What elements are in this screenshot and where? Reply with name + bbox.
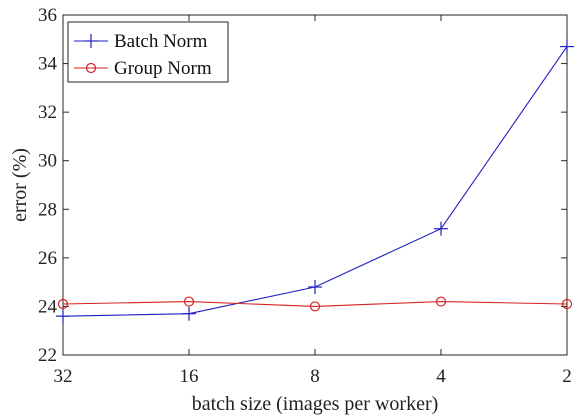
- y-tick-label: 36: [38, 5, 57, 26]
- y-axis: 22 24 26 28 30 32 34 36: [38, 5, 567, 366]
- x-tick-label: 4: [436, 366, 446, 387]
- y-tick-label: 34: [38, 54, 58, 75]
- x-axis-label: batch size (images per worker): [192, 393, 439, 415]
- y-axis-label: error (%): [9, 148, 31, 222]
- circle-marker: [435, 296, 447, 307]
- series-group-norm: [57, 296, 573, 312]
- plus-marker: [182, 306, 196, 321]
- y-tick-label: 30: [38, 151, 57, 172]
- legend-entry: Batch Norm: [74, 31, 208, 52]
- plus-marker: [434, 221, 448, 236]
- x-tick-label: 2: [562, 366, 572, 387]
- x-tick-label: 32: [54, 366, 73, 387]
- plus-marker: [560, 39, 574, 54]
- x-tick-label: 8: [310, 366, 320, 387]
- legend-label: Batch Norm: [114, 31, 208, 52]
- series-line: [62, 301, 568, 307]
- legend-label: Group Norm: [114, 58, 212, 79]
- circle-marker: [85, 62, 97, 74]
- y-tick-label: 32: [38, 102, 57, 123]
- legend-entry: Group Norm: [74, 58, 212, 79]
- circle-marker: [57, 298, 69, 310]
- circle-marker: [309, 301, 321, 312]
- y-tick-label: 24: [38, 296, 58, 317]
- plus-marker: [308, 280, 322, 294]
- plus-marker: [84, 34, 98, 48]
- circle-marker: [183, 296, 195, 307]
- y-tick-label: 26: [38, 248, 57, 269]
- x-axis: 32 16 8 4 2: [54, 15, 572, 387]
- plus-marker: [56, 309, 70, 324]
- series-batch-norm: [56, 39, 574, 324]
- x-tick-label: 16: [180, 366, 199, 387]
- y-tick-label: 28: [38, 199, 57, 220]
- circle-marker: [561, 298, 573, 310]
- y-tick-label: 22: [38, 345, 57, 366]
- legend: Batch Norm Group Norm: [67, 21, 229, 83]
- series-layer: [56, 39, 574, 324]
- legend-box: [67, 21, 229, 83]
